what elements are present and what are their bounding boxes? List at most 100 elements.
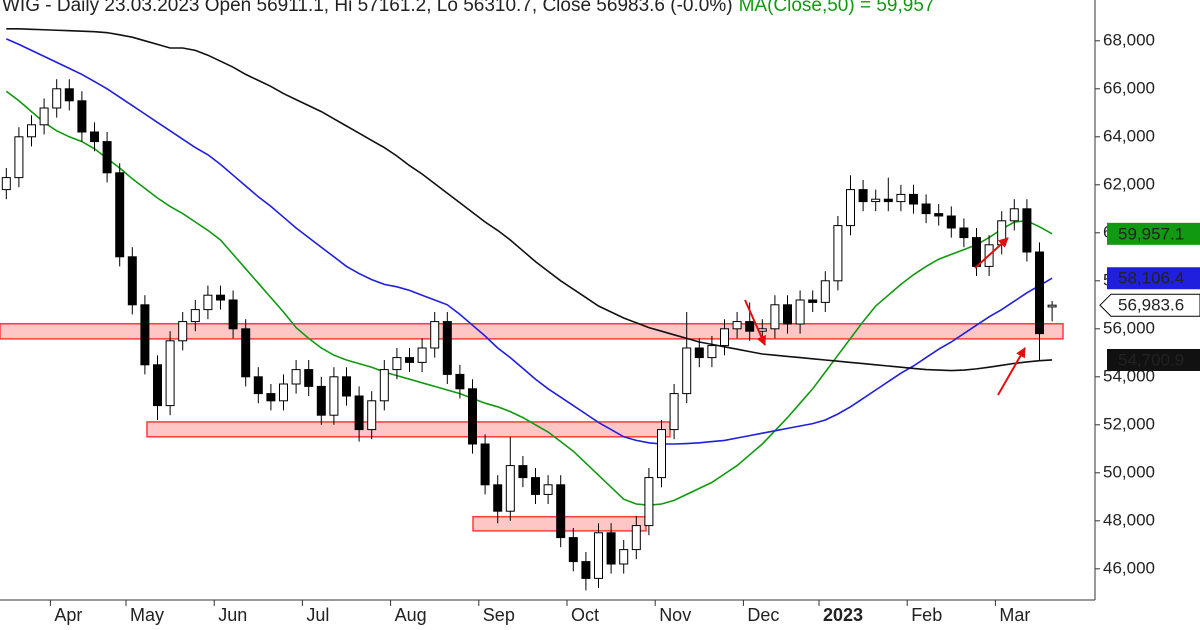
y-tick-label: 56,000 <box>1103 318 1155 337</box>
candle-body <box>871 198 881 203</box>
y-tick-label: 64,000 <box>1103 126 1155 145</box>
candle-body <box>795 299 805 325</box>
title-text: WIG - Daily 23.03.2023 Open 56911.1, Hi … <box>2 0 733 16</box>
y-tick-label: 54,000 <box>1103 366 1155 385</box>
candle-body <box>1035 251 1044 335</box>
candle-body <box>543 484 553 495</box>
candle-body <box>405 357 414 363</box>
candle-body <box>619 549 629 565</box>
candle-body <box>606 532 616 565</box>
candle-body <box>342 376 351 397</box>
candle-body <box>442 321 452 375</box>
candle-body <box>102 141 112 174</box>
candle-body <box>165 340 175 407</box>
candle-body <box>493 484 503 512</box>
value-tag <box>1099 293 1200 317</box>
x-tick-label: Jun <box>218 605 247 625</box>
candle-body <box>190 309 200 323</box>
candle-body <box>52 88 62 109</box>
candle-body <box>253 376 263 395</box>
value-tag-label: 56,983.6 <box>1118 296 1184 315</box>
candle-body <box>379 369 389 402</box>
ma-line <box>6 27 1053 372</box>
candle-body <box>417 347 427 363</box>
candle-body <box>720 328 729 347</box>
candle-body <box>64 88 74 102</box>
x-tick-label: Sep <box>483 605 515 625</box>
x-tick-label: Mar <box>999 605 1030 625</box>
candle-body <box>354 395 364 431</box>
candle-body <box>858 189 868 203</box>
value-tag <box>1107 222 1200 245</box>
candle-body <box>329 376 339 416</box>
candle-body <box>480 443 490 486</box>
candle-body <box>140 304 150 366</box>
value-tag <box>1107 267 1200 290</box>
candle-body <box>959 227 969 239</box>
title-ma: MA(Close,50) = 59,957 <box>739 0 935 16</box>
x-tick-label: 2023 <box>823 605 863 625</box>
x-tick-label: Dec <box>747 605 779 625</box>
candle-body <box>833 225 843 282</box>
y-tick-label: 62,000 <box>1103 174 1155 193</box>
x-tick-label: Nov <box>659 605 691 625</box>
candle-body <box>707 345 717 359</box>
ma-line <box>5 90 1053 507</box>
candle-body <box>631 525 641 551</box>
candle-body <box>909 193 918 205</box>
x-tick-label: Aug <box>395 605 427 625</box>
candle-body <box>770 304 780 330</box>
candle-body <box>556 484 566 539</box>
candle-body <box>90 131 99 143</box>
candle-body <box>77 100 87 133</box>
candle-body <box>883 198 893 203</box>
candle-body <box>694 347 704 359</box>
candle-body <box>291 369 301 385</box>
arrow <box>997 347 1026 396</box>
y-tick-label: 66,000 <box>1103 78 1155 97</box>
y-tick-label: 68,000 <box>1103 30 1155 49</box>
candle-body <box>115 172 125 258</box>
candle-body <box>468 388 477 445</box>
x-tick-label: Feb <box>911 605 942 625</box>
candle-body <box>1022 208 1032 253</box>
x-tick-label: Apr <box>54 605 82 625</box>
value-tag-label: 54,700.9 <box>1118 350 1184 369</box>
candle-body <box>430 321 440 349</box>
candle-body <box>1 177 11 191</box>
y-tick-label: 46,000 <box>1103 558 1155 577</box>
chart-title: WIG - Daily 23.03.2023 Open 56911.1, Hi … <box>2 0 934 16</box>
candle-body <box>745 321 755 332</box>
candle-body <box>732 321 742 330</box>
candle-body <box>505 465 515 512</box>
candle-body <box>921 203 931 215</box>
candle-body <box>39 107 49 126</box>
candle-body <box>1009 208 1019 222</box>
arrow <box>974 237 1009 269</box>
candle-body <box>846 189 855 227</box>
value-tag-label: 58,106.4 <box>1118 269 1184 288</box>
candle-body <box>178 321 188 342</box>
candle-body <box>896 193 906 203</box>
support-zone <box>146 421 671 438</box>
candle-body <box>316 385 326 416</box>
candle-body <box>972 237 981 267</box>
x-tick-label: Jul <box>306 605 329 625</box>
candle-body <box>820 280 830 303</box>
candle-body <box>27 124 36 138</box>
candle-body <box>594 532 603 579</box>
candle-body <box>241 328 251 378</box>
candle-body <box>127 256 137 306</box>
candle-body <box>808 299 818 303</box>
candle-body <box>14 136 24 179</box>
value-tag-label: 59,957.1 <box>1118 224 1184 243</box>
candle-body <box>1047 304 1057 308</box>
candle-body <box>518 465 528 479</box>
candle-body <box>367 400 377 431</box>
y-tick-label: 50,000 <box>1103 462 1155 481</box>
x-tick-label: Oct <box>571 605 599 625</box>
y-tick-label: 48,000 <box>1103 510 1155 529</box>
candle-body <box>669 393 679 431</box>
